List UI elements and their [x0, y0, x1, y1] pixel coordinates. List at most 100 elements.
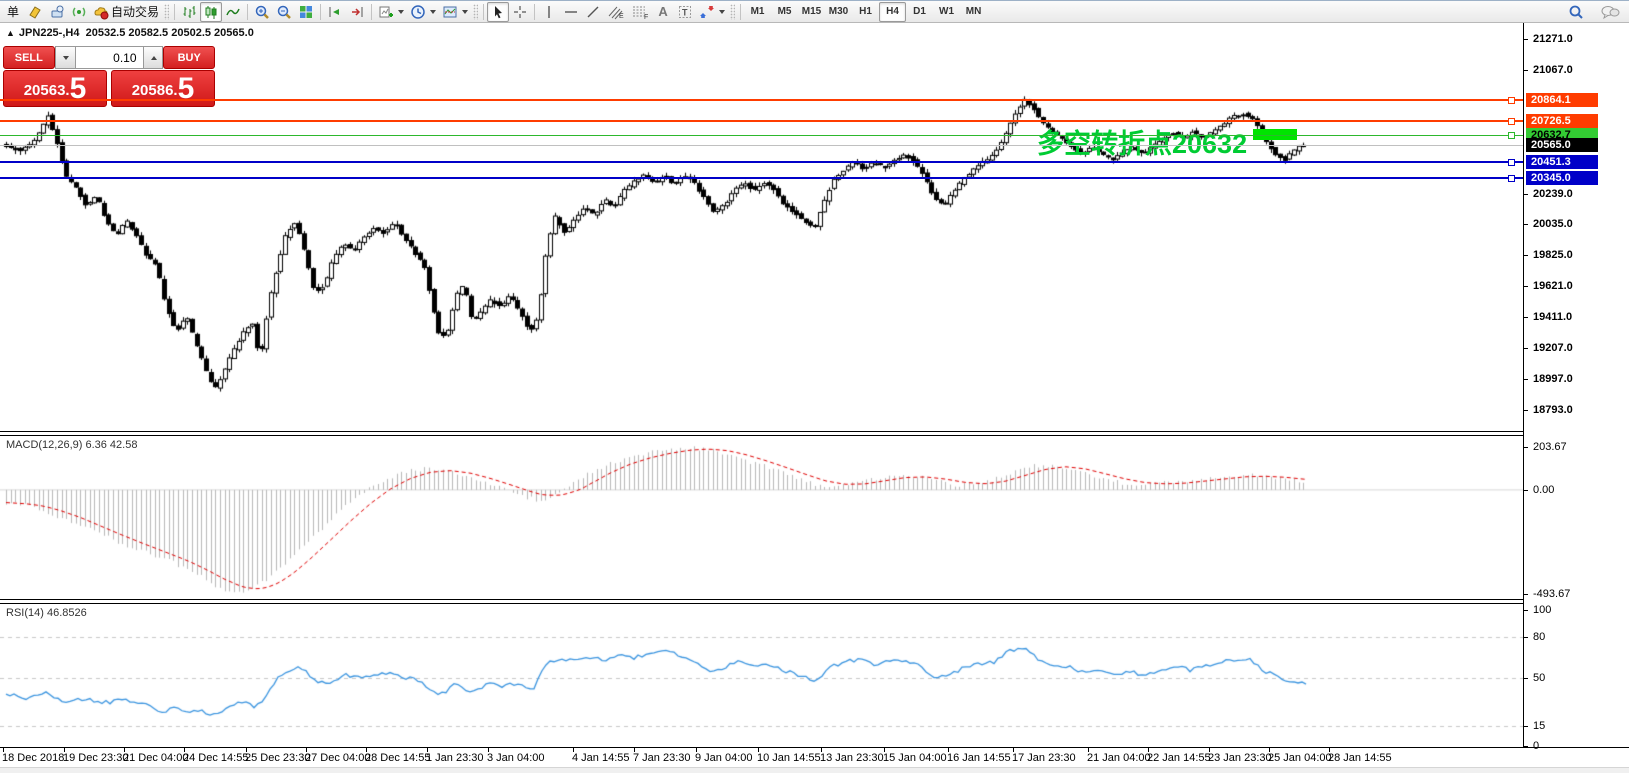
- sell-price-display[interactable]: 20563. 5: [3, 70, 107, 107]
- level-line-handle[interactable]: [1508, 132, 1515, 139]
- level-line-handle[interactable]: [1508, 159, 1515, 166]
- time-axis-label[interactable]: 17 Jan 23:30: [1012, 752, 1076, 764]
- horizontal-level-line[interactable]: [0, 120, 1523, 122]
- time-axis-label[interactable]: 21 Jan 04:00: [1087, 752, 1151, 764]
- tab-timeframe-h1[interactable]: H1: [859, 6, 872, 17]
- time-axis-label[interactable]: 28 Dec 14:55: [365, 752, 431, 764]
- panel-separator[interactable]: [0, 431, 1523, 436]
- time-axis-label[interactable]: 28 Jan 14:55: [1328, 752, 1392, 764]
- svg-text:F: F: [644, 14, 648, 20]
- tab-timeframe-m1[interactable]: M1: [750, 6, 765, 17]
- text-icon[interactable]: A: [658, 4, 668, 19]
- templates-button[interactable]: [439, 2, 471, 22]
- tab-timeframe-h4[interactable]: H4: [879, 1, 907, 22]
- chart-autoscroll-icon[interactable]: [346, 2, 368, 22]
- time-axis-label[interactable]: 7 Jan 23:30: [633, 752, 691, 764]
- bar-chart-icon[interactable]: [178, 2, 200, 22]
- time-axis-label[interactable]: 1 Jan 23:30: [426, 752, 484, 764]
- rsi-axis-label: 100: [1533, 604, 1552, 616]
- text-label-icon[interactable]: T: [674, 2, 696, 22]
- time-axis-label[interactable]: 18 Dec 2018: [2, 752, 65, 764]
- price-axis-tick: [1523, 224, 1528, 225]
- profile-icon[interactable]: [46, 2, 68, 22]
- toolbar-grip[interactable]: [730, 3, 736, 20]
- buy-price-display[interactable]: 20586. 5: [111, 70, 215, 107]
- separator: [247, 3, 249, 20]
- tab-timeframe-mn[interactable]: MN: [965, 6, 982, 17]
- horizontal-line-icon[interactable]: [560, 2, 582, 22]
- separator: [534, 3, 536, 20]
- horizontal-level-line[interactable]: [0, 145, 1523, 146]
- time-axis-label[interactable]: 24 Dec 14:55: [183, 752, 249, 764]
- cursor-icon[interactable]: [487, 1, 510, 22]
- buy-button[interactable]: BUY: [163, 46, 215, 69]
- candlestick-chart-icon[interactable]: [200, 1, 223, 22]
- rsi-axis-label: 50: [1533, 672, 1546, 684]
- tab-timeframe-w1[interactable]: W1: [939, 6, 955, 17]
- toolbar-grip[interactable]: [164, 3, 170, 20]
- horizontal-level-line[interactable]: [0, 135, 1523, 136]
- level-line-handle[interactable]: [1508, 97, 1515, 104]
- tab-timeframe-m5[interactable]: M5: [777, 6, 792, 17]
- time-axis-label[interactable]: 25 Dec 23:30: [245, 752, 311, 764]
- arrows-button[interactable]: [696, 2, 728, 22]
- time-axis-label[interactable]: 16 Jan 14:55: [947, 752, 1011, 764]
- time-axis-label[interactable]: 10 Jan 14:55: [757, 752, 821, 764]
- vertical-line-icon[interactable]: [538, 2, 560, 22]
- search-icon[interactable]: [1565, 2, 1587, 22]
- volume-increase-button[interactable]: [142, 46, 164, 69]
- time-axis-label[interactable]: 13 Jan 23:30: [820, 752, 884, 764]
- horizontal-level-line[interactable]: [0, 99, 1523, 101]
- level-line-handle[interactable]: [1508, 175, 1515, 182]
- separator: [740, 3, 742, 20]
- new-chart-button[interactable]: [375, 2, 407, 22]
- sell-button[interactable]: SELL: [3, 46, 55, 69]
- periods-button[interactable]: [407, 2, 439, 22]
- zoom-out-icon[interactable]: [273, 2, 295, 22]
- time-axis-label[interactable]: 22 Jan 14:55: [1147, 752, 1211, 764]
- line-chart-icon[interactable]: [222, 2, 244, 22]
- time-axis-label[interactable]: 25 Jan 04:00: [1268, 752, 1332, 764]
- horizontal-level-line[interactable]: [0, 177, 1523, 179]
- chart-shift-icon[interactable]: [324, 2, 346, 22]
- macd-panel-canvas[interactable]: [0, 436, 1523, 599]
- rsi-axis-label: 80: [1533, 631, 1546, 643]
- time-axis-label[interactable]: 27 Dec 04:00: [305, 752, 371, 764]
- annotation-text[interactable]: 多空转折点20632: [1037, 129, 1248, 159]
- zoom-in-icon[interactable]: [251, 2, 273, 22]
- chat-icon[interactable]: [1597, 2, 1623, 22]
- time-axis-label[interactable]: 9 Jan 04:00: [695, 752, 753, 764]
- autotrading-button[interactable]: 自动交易: [90, 2, 162, 22]
- trendline-icon[interactable]: [582, 2, 604, 22]
- time-axis-label[interactable]: 4 Jan 14:55: [572, 752, 630, 764]
- volume-input[interactable]: [75, 46, 143, 69]
- equidistant-channel-icon[interactable]: E: [604, 2, 628, 22]
- price-axis-border: [1523, 23, 1524, 747]
- rsi-panel-canvas[interactable]: [0, 604, 1523, 747]
- toolbar-right: [1565, 1, 1623, 23]
- crosshair-icon[interactable]: [509, 2, 531, 22]
- level-line-handle[interactable]: [1508, 118, 1515, 125]
- macd-axis-label: -493.67: [1533, 588, 1571, 600]
- time-axis-tick: [246, 747, 247, 752]
- time-axis-label[interactable]: 19 Dec 23:30: [63, 752, 129, 764]
- time-axis-label[interactable]: 23 Jan 23:30: [1208, 752, 1272, 764]
- tile-windows-icon[interactable]: [295, 2, 317, 22]
- time-axis-label[interactable]: 21 Dec 04:00: [123, 752, 189, 764]
- tab-timeframe-d1[interactable]: D1: [913, 6, 926, 17]
- horizontal-level-line[interactable]: [0, 161, 1523, 163]
- tab-timeframe-m15[interactable]: M15: [801, 6, 822, 17]
- tab-timeframe-m30[interactable]: M30: [828, 6, 849, 17]
- fibonacci-icon[interactable]: F: [628, 2, 652, 22]
- annotation-rectangle[interactable]: [1253, 129, 1297, 140]
- panel-separator[interactable]: [0, 599, 1523, 604]
- volume-decrease-button[interactable]: [54, 46, 76, 69]
- journal-icon[interactable]: [24, 2, 46, 22]
- new-order-button[interactable]: 单: [6, 5, 19, 19]
- toolbar-grip[interactable]: [473, 3, 479, 20]
- time-axis-label[interactable]: 15 Jan 04:00: [883, 752, 947, 764]
- signals-icon[interactable]: [68, 2, 90, 22]
- time-axis-label[interactable]: 3 Jan 04:00: [487, 752, 545, 764]
- price-chart-canvas[interactable]: [0, 23, 1523, 431]
- price-axis-tick: [1523, 70, 1528, 71]
